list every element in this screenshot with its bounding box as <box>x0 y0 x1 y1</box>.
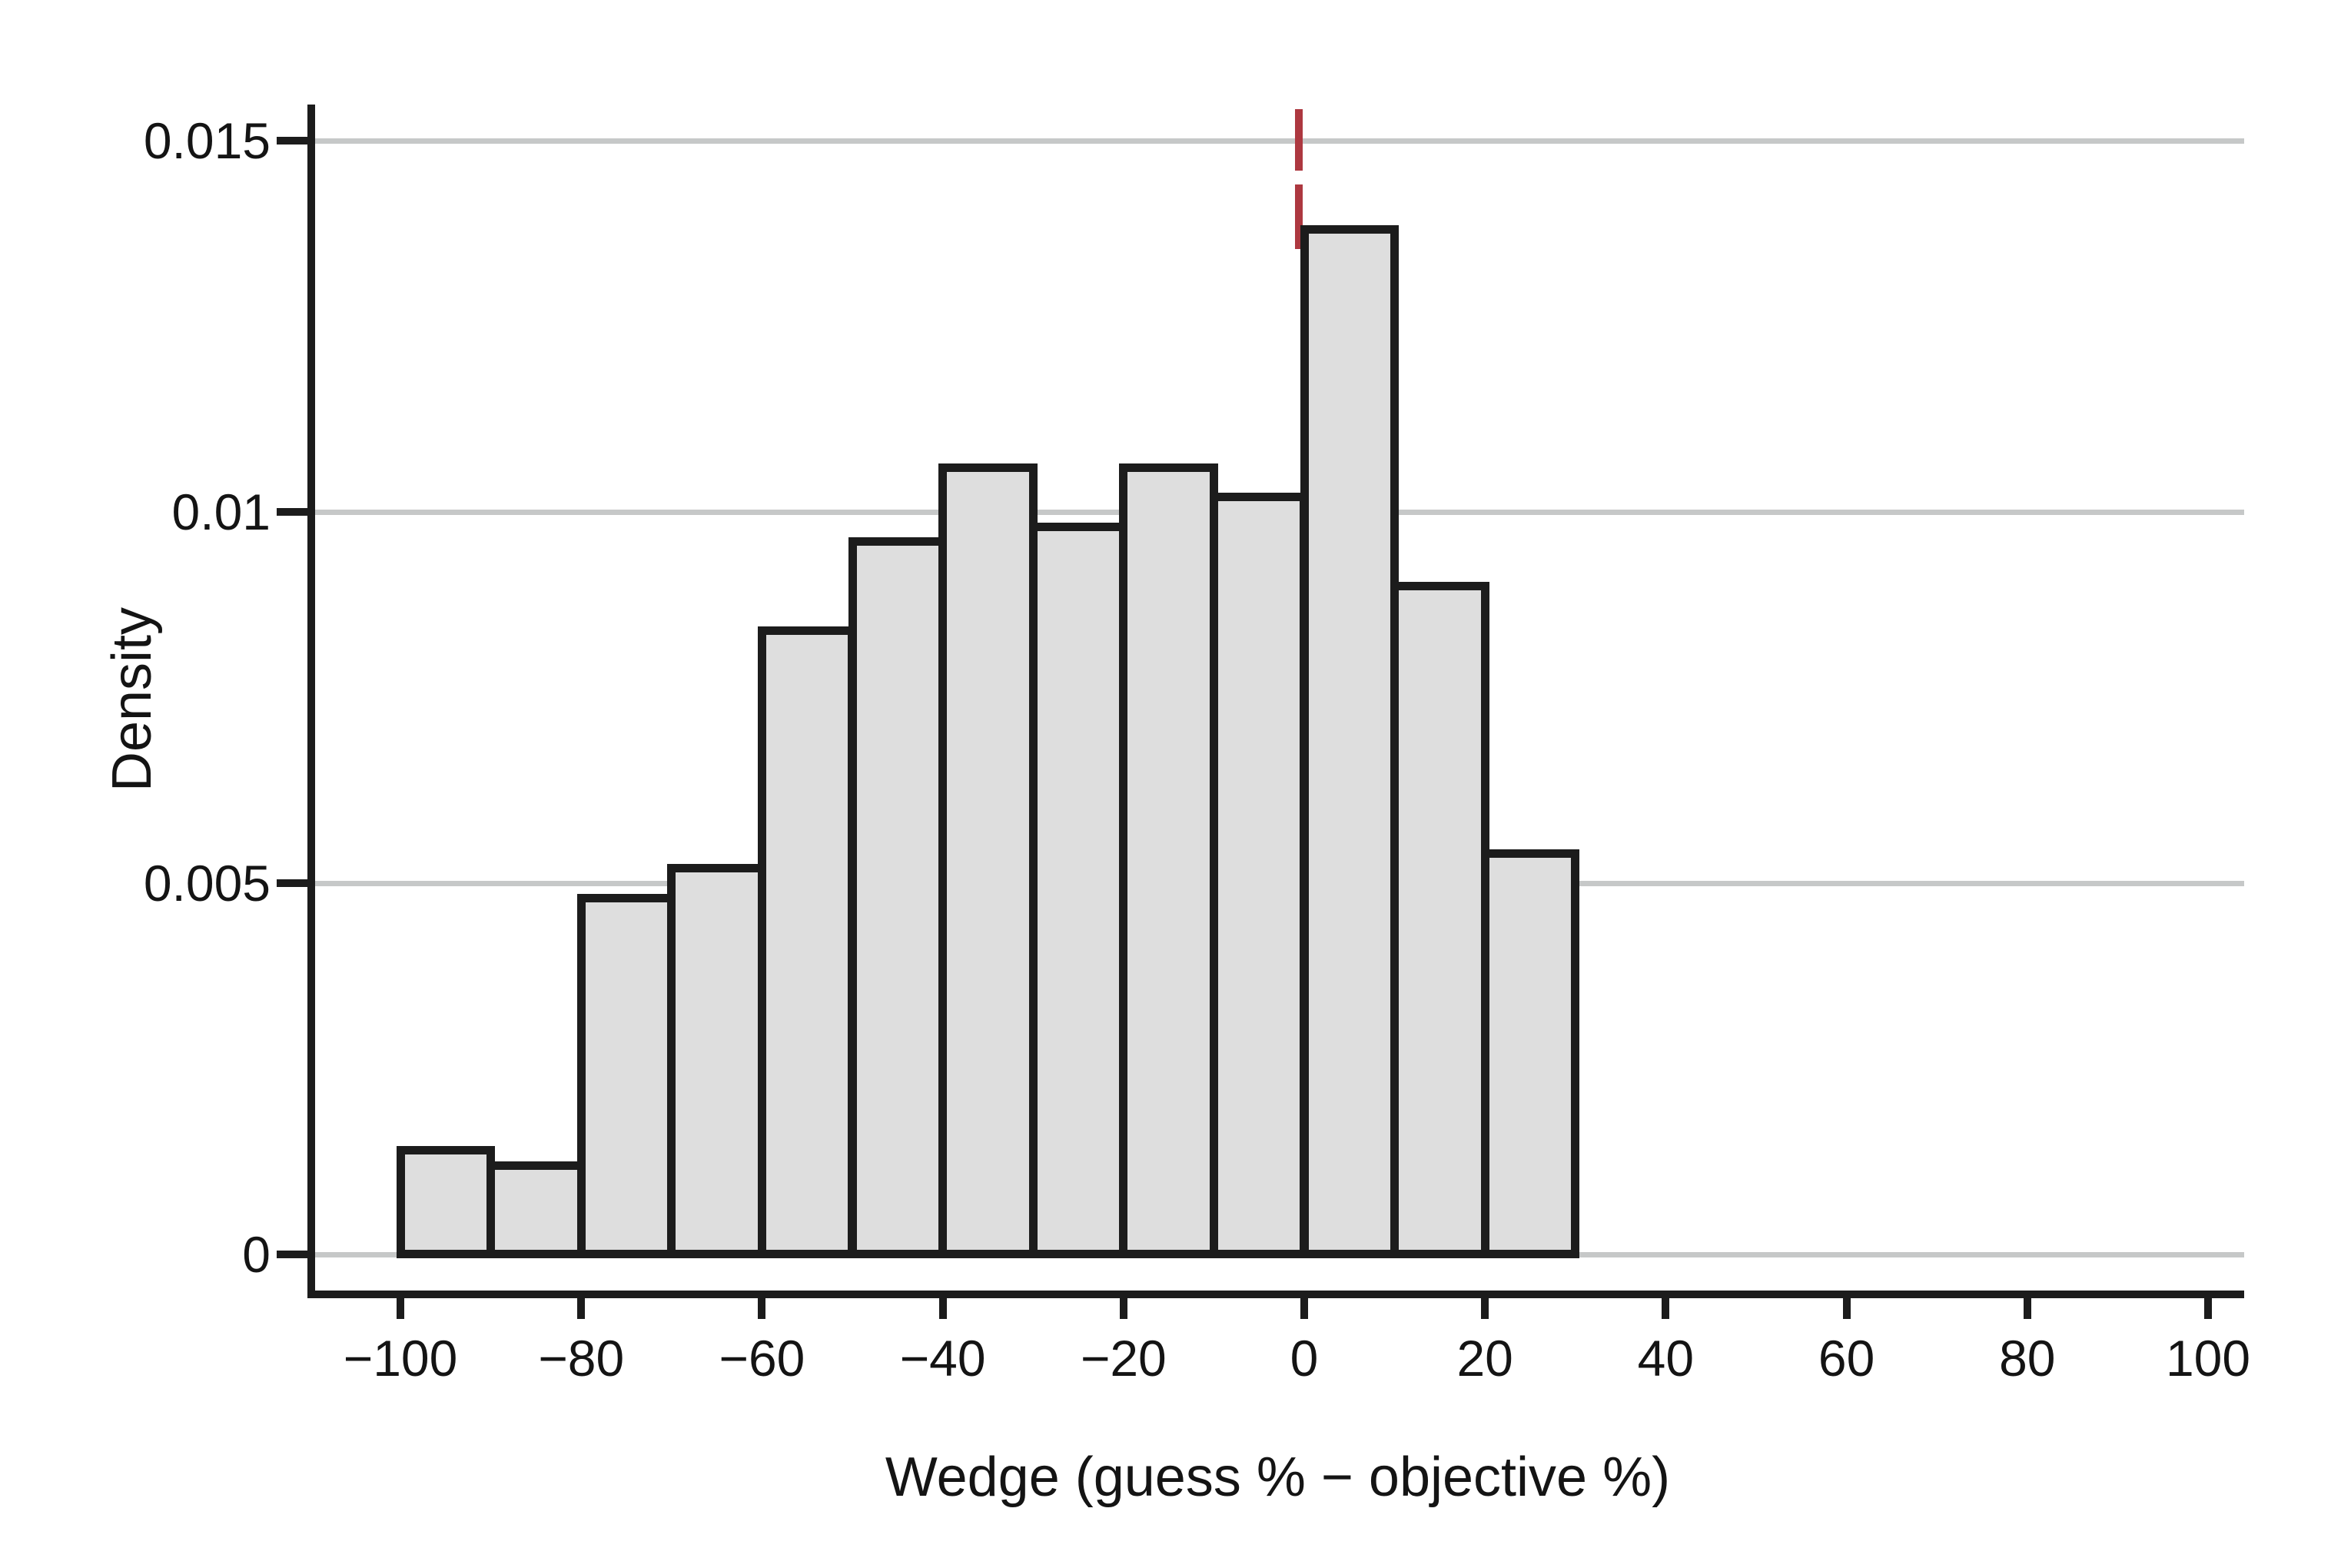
x-tick-label-−40: −40 <box>899 1330 986 1387</box>
histogram-bar-10-to-20 <box>1390 582 1489 1259</box>
x-tick-label-−60: −60 <box>719 1330 805 1387</box>
x-tick-−80 <box>577 1294 586 1319</box>
y-tick-label-0.005: 0.005 <box>143 855 271 912</box>
x-tick-60 <box>1842 1294 1851 1319</box>
y-tick-0.01 <box>277 508 307 516</box>
x-tick-label-80: 80 <box>1999 1330 2056 1387</box>
histogram-bar--30-to--20 <box>1028 522 1128 1259</box>
x-tick-−60 <box>758 1294 766 1319</box>
histogram-bar-20-to-30 <box>1480 849 1580 1259</box>
x-tick-label-−80: −80 <box>538 1330 625 1387</box>
histogram-bar--70-to--60 <box>667 864 766 1259</box>
y-axis-title: Density <box>101 606 163 792</box>
x-tick-20 <box>1481 1294 1489 1319</box>
y-axis-line <box>307 105 315 1298</box>
gridline-y-0.015 <box>311 138 2244 144</box>
x-tick-label-100: 100 <box>2165 1330 2251 1387</box>
histogram-bar--20-to--10 <box>1119 463 1218 1259</box>
histogram-bar--10-to-0 <box>1209 493 1309 1259</box>
x-tick-0 <box>1300 1294 1308 1319</box>
histogram-bar--40-to--30 <box>938 463 1038 1259</box>
y-tick-label-0: 0 <box>242 1226 271 1283</box>
histogram-bar--60-to--50 <box>757 626 857 1259</box>
x-tick-label-−20: −20 <box>1080 1330 1167 1387</box>
y-tick-0.005 <box>277 879 307 887</box>
y-tick-label-0.01: 0.01 <box>171 483 271 540</box>
x-tick-40 <box>1662 1294 1670 1319</box>
reference-line-dash-1 <box>1294 109 1303 171</box>
x-tick-label-0: 0 <box>1290 1330 1319 1387</box>
x-axis-line <box>307 1291 2244 1298</box>
x-tick-−40 <box>938 1294 947 1319</box>
y-tick-0.015 <box>277 137 307 145</box>
y-tick-label-0.015: 0.015 <box>143 112 271 169</box>
histogram-bar-0-to-10 <box>1300 225 1400 1259</box>
x-tick-80 <box>2023 1294 2031 1319</box>
histogram-bar--90-to--80 <box>486 1161 586 1259</box>
x-tick-label-60: 60 <box>1818 1330 1875 1387</box>
x-axis-title: Wedge (guess % − objective %) <box>885 1447 1671 1508</box>
x-tick-label-−100: −100 <box>343 1330 458 1387</box>
reference-line-dash-2 <box>1294 184 1303 249</box>
histogram-bar--50-to--40 <box>848 537 948 1259</box>
y-tick-0 <box>277 1251 307 1258</box>
histogram-bar--80-to--70 <box>576 893 676 1259</box>
x-tick-−20 <box>1119 1294 1127 1319</box>
x-tick-−100 <box>397 1294 404 1319</box>
x-tick-label-20: 20 <box>1456 1330 1513 1387</box>
x-tick-100 <box>2204 1294 2212 1319</box>
x-tick-label-40: 40 <box>1637 1330 1695 1387</box>
histogram-bar--100-to--90 <box>396 1146 496 1259</box>
